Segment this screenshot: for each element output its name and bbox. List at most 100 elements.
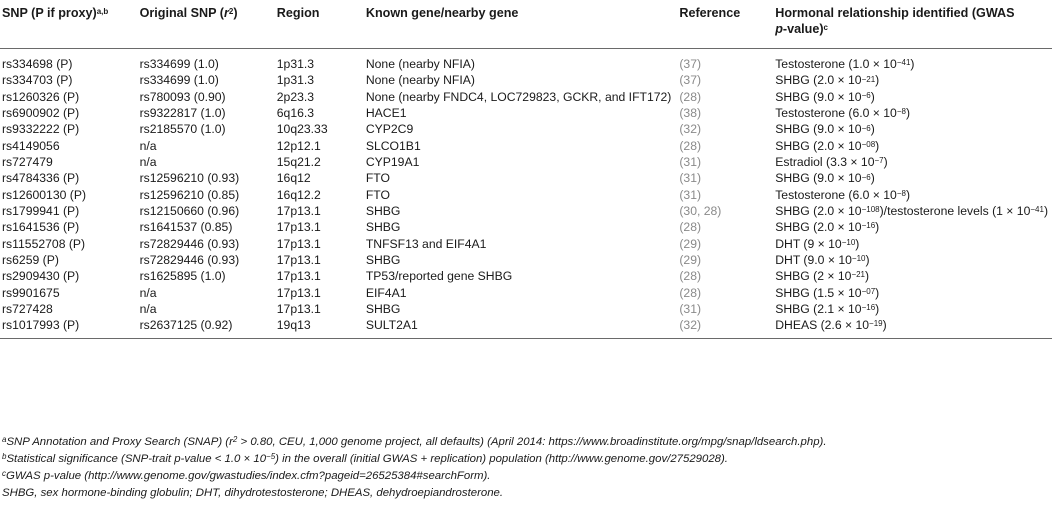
header-row: SNP (P if proxy)a,b Original SNP (r2) Re…	[0, 0, 1052, 49]
cell-reference: (28)	[675, 219, 771, 235]
table-row: rs2909430 (P) rs1625895 (1.0) 17p13.1 TP53/…	[0, 268, 1052, 284]
cell-hormonal-relationship: SHBG (9.0 × 10−6)	[775, 89, 875, 104]
table-row: rs727479 n/a 15q21.2 CYP19A1 (31) Estradiol (…	[0, 154, 1052, 170]
header-original-snp: Original SNP (r2)	[135, 0, 273, 49]
cell-hormonal-relationship: SHBG (2 × 10−21)	[775, 269, 870, 284]
cell-gene: FTO	[365, 171, 390, 186]
cell-region: 17p13.1	[276, 269, 321, 284]
cell-hormonal-relationship: Testosterone (6.0 × 10−8)	[775, 187, 911, 202]
cell-region: 17p13.1	[276, 236, 321, 251]
cell-hormonal-relationship: SHBG (2.1 × 10−16)	[775, 301, 880, 316]
reference-link[interactable]: (31)	[679, 187, 702, 202]
cell-gene: SHBG	[365, 252, 401, 267]
cell-reference: (31)	[675, 301, 771, 317]
cell-gene: SHBG	[365, 220, 401, 235]
cell-region: 2p23.3	[276, 89, 315, 104]
cell-snp: rs9332222 (P)	[2, 122, 80, 137]
cell-hormonal-relationship: SHBG (1.5 × 10−07)	[775, 285, 880, 300]
reference-link[interactable]: (28)	[679, 220, 702, 235]
reference-link[interactable]: (30, 28)	[679, 203, 722, 218]
cell-hormonal-relationship: SHBG (2.0 × 10−21)	[775, 73, 880, 88]
cell-region: 6q16.3	[276, 105, 315, 120]
cell-region: 15q21.2	[276, 154, 321, 169]
cell-reference: (37)	[675, 49, 771, 73]
cell-original-snp: rs2637125 (0.92)	[135, 317, 273, 340]
header-snp: SNP (P if proxy)a,b	[0, 0, 136, 49]
cell-reference: (32)	[675, 121, 771, 137]
reference-link[interactable]: (32)	[679, 122, 702, 137]
table-row: rs1641536 (P) rs1641537 (0.85) 17p13.1 SHBG…	[0, 219, 1052, 235]
cell-region: 16q12	[276, 171, 311, 186]
reference-link[interactable]: (29)	[679, 252, 702, 267]
reference-link[interactable]: (38)	[679, 105, 702, 120]
table-row: rs6900902 (P) rs9322817 (1.0) 6q16.3 HACE1 (…	[0, 105, 1052, 121]
cell-snp: rs1017993 (P)	[0, 317, 136, 340]
table-row: rs4784336 (P) rs12596210 (0.93) 16q12 FTO (3…	[0, 170, 1052, 186]
cell-snp: rs1799941 (P)	[2, 203, 80, 218]
cell-original-snp: rs334699 (1.0)	[139, 57, 219, 71]
reference-link[interactable]: (31)	[679, 171, 702, 186]
cell-reference: (28)	[675, 89, 771, 105]
cell-reference: (28)	[675, 285, 771, 301]
cell-original-snp: rs1625895 (1.0)	[139, 269, 226, 284]
cell-region: 17p13.1	[276, 252, 321, 267]
reference-link[interactable]: (37)	[679, 73, 702, 88]
reference-link[interactable]: (31)	[679, 301, 702, 316]
table-row: rs1260326 (P) rs780093 (0.90) 2p23.3 None (…	[0, 89, 1052, 105]
cell-reference: (29)	[675, 252, 771, 268]
cell-snp: rs11552708 (P)	[2, 236, 86, 251]
table-body: rs334698 (P) rs334699 (1.0) 1p31.3 None (ne…	[0, 49, 1052, 340]
table-row: rs334703 (P) rs334699 (1.0) 1p31.3 None (ne…	[0, 72, 1052, 88]
cell-hormonal-relationship: Testosterone (1.0 × 10−41)	[775, 57, 915, 71]
cell-original-snp: rs780093 (0.90)	[139, 89, 226, 104]
reference-link[interactable]: (28)	[679, 269, 702, 284]
cell-reference: (31)	[675, 170, 771, 186]
cell-snp: rs727479	[2, 154, 53, 169]
reference-link[interactable]: (28)	[679, 89, 702, 104]
cell-reference: (28)	[675, 138, 771, 154]
reference-link[interactable]: (28)	[679, 285, 702, 300]
cell-snp: rs2909430 (P)	[2, 269, 80, 284]
reference-link[interactable]: (29)	[679, 236, 702, 251]
reference-link[interactable]: (32)	[679, 318, 702, 333]
cell-original-snp: rs72829446 (0.93)	[139, 236, 240, 251]
cell-reference: (31)	[675, 187, 771, 203]
cell-region: 17p13.1	[276, 220, 321, 235]
header-hormonal-relationship: Hormonal relationship identified (GWAS p-…	[771, 0, 1052, 49]
cell-reference: (32)	[675, 317, 772, 340]
table-row: rs4149056 n/a 12p12.1 SLCO1B1 (28) SHBG (2.0 …	[0, 138, 1052, 154]
cell-gene: SLCO1B1	[365, 138, 421, 153]
cell-hormonal-relationship: SHBG (2.0 × 10−08)	[775, 138, 880, 153]
cell-reference: (30, 28)	[675, 203, 771, 219]
reference-link[interactable]: (31)	[679, 154, 702, 169]
cell-hormonal-relationship: DHT (9.0 × 10−10)	[775, 252, 870, 267]
cell-snp: rs4784336 (P)	[2, 171, 80, 186]
table-row: rs1799941 (P) rs12150660 (0.96) 17p13.1 SHB…	[0, 203, 1052, 219]
cell-region: 17p13.1	[276, 301, 321, 316]
cell-region: 12p12.1	[276, 138, 321, 153]
table-row: rs11552708 (P) rs72829446 (0.93) 17p13.1 TN…	[0, 236, 1052, 252]
cell-original-snp: n/a	[139, 301, 157, 316]
cell-original-snp: n/a	[139, 285, 157, 300]
cell-region: 17p13.1	[276, 203, 321, 218]
cell-gene: None (nearby NFIA)	[365, 73, 475, 88]
cell-reference: (38)	[675, 105, 771, 121]
table-row: rs1017993 (P) rs2637125 (0.92) 19q13 SULT2A…	[0, 317, 1052, 340]
table-row: rs12600130 (P) rs12596210 (0.85) 16q12.2 FT…	[0, 187, 1052, 203]
cell-reference: (28)	[675, 268, 771, 284]
cell-region: 16q12.2	[276, 187, 321, 202]
cell-hormonal-relationship: SHBG (9.0 × 10−6)	[775, 122, 875, 137]
cell-gene: CYP19A1	[365, 154, 420, 169]
cell-original-snp: rs12596210 (0.85)	[139, 187, 240, 202]
reference-link[interactable]: (37)	[679, 57, 702, 71]
footnote-c: cGWAS p-value (http://www.genome.gov/gwa…	[2, 469, 491, 483]
cell-gene: FTO	[365, 187, 390, 202]
table-row: rs334698 (P) rs334699 (1.0) 1p31.3 None (ne…	[0, 49, 1052, 73]
reference-link[interactable]: (28)	[679, 138, 702, 153]
snp-table: SNP (P if proxy)a,b Original SNP (r2) Re…	[0, 0, 1052, 340]
table-row: rs9901675 n/a 17p13.1 EIF4A1 (28) SHBG (1.5 ×…	[0, 285, 1052, 301]
cell-original-snp: rs72829446 (0.93)	[139, 252, 240, 267]
cell-region: 1p31.3	[276, 57, 315, 71]
cell-original-snp: rs334699 (1.0)	[139, 73, 219, 88]
cell-original-snp: rs9322817 (1.0)	[139, 105, 226, 120]
